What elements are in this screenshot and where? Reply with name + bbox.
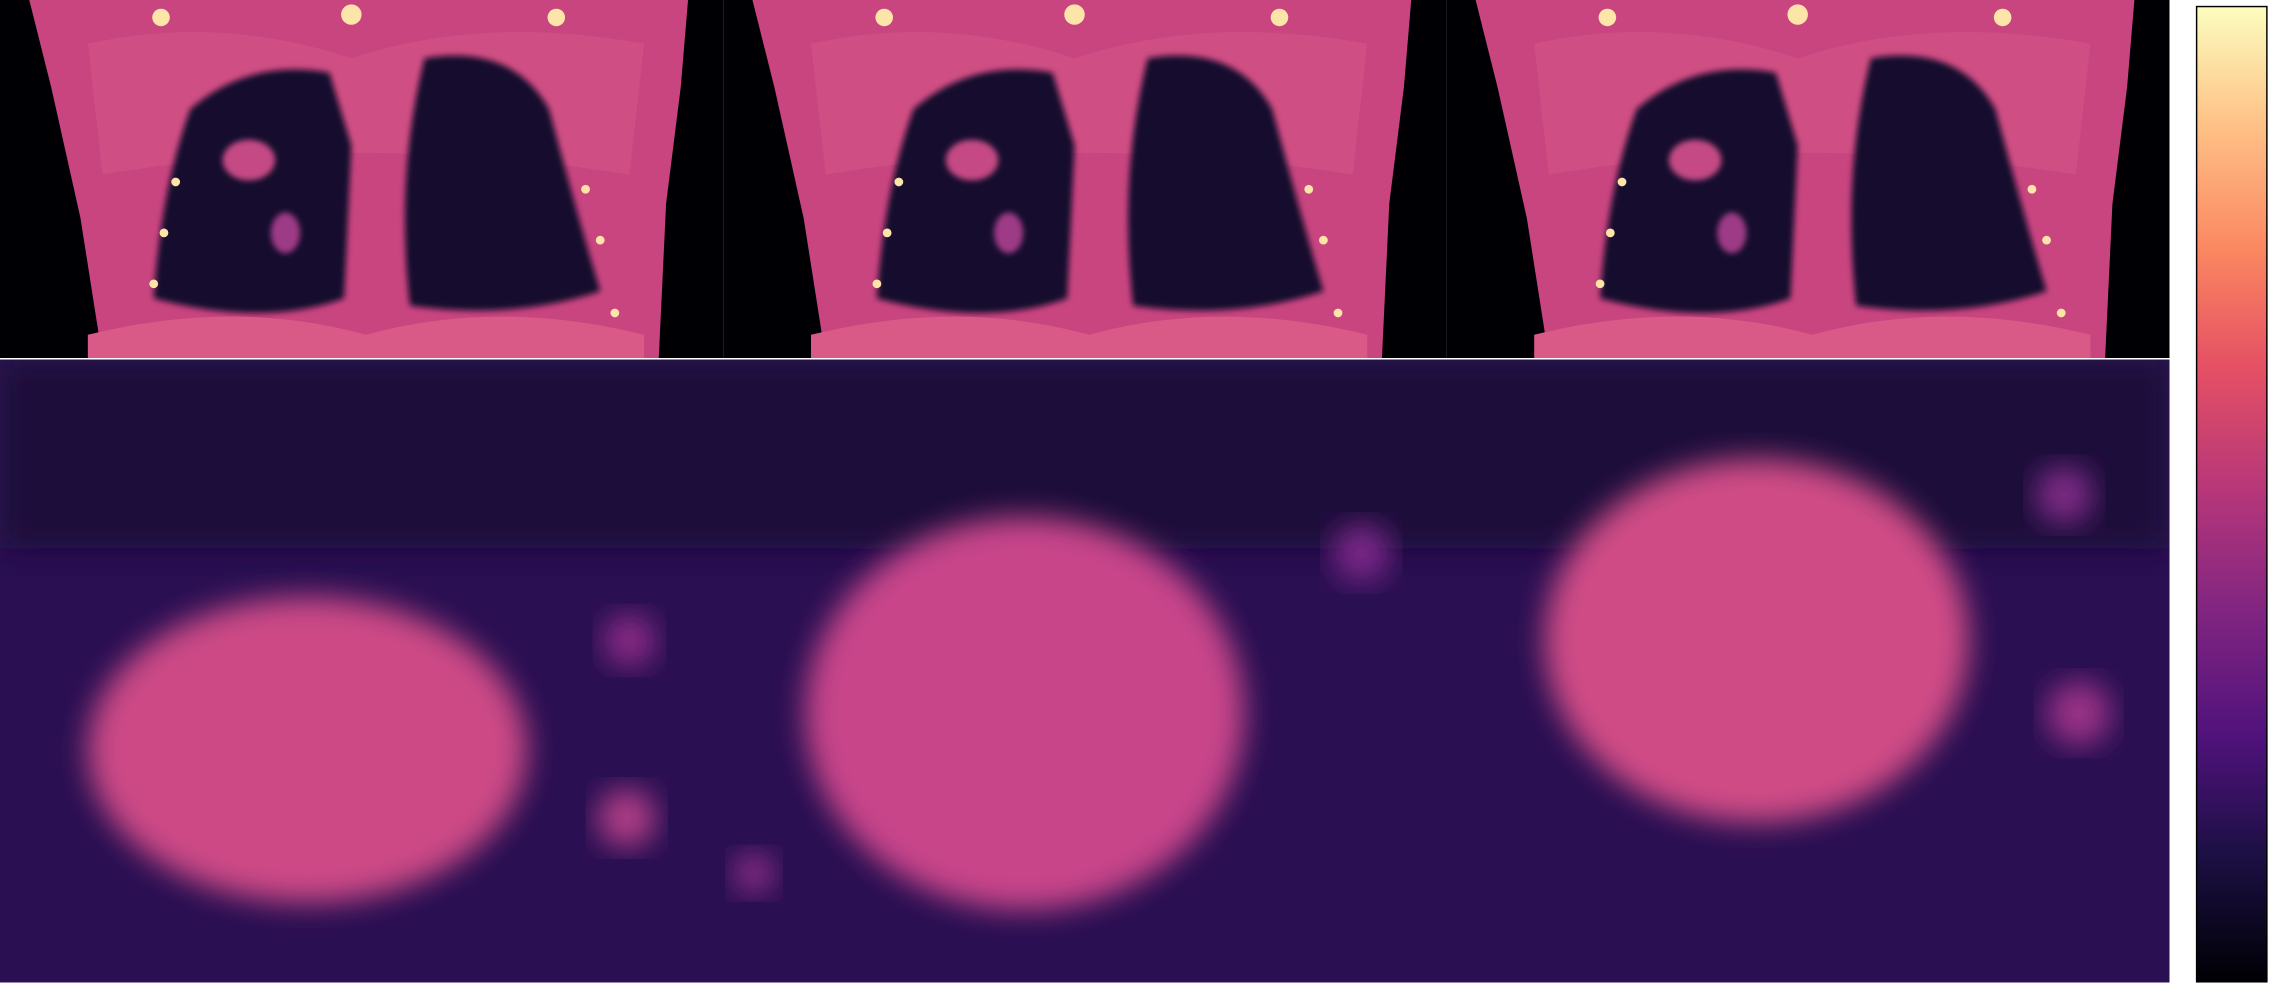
ct-slice xyxy=(1446,0,2169,358)
nodule xyxy=(805,516,1245,910)
ct-slices xyxy=(0,0,2170,358)
ct-slice xyxy=(0,0,723,358)
nodule xyxy=(87,596,528,903)
colorbar xyxy=(2195,5,2268,983)
ct-slice xyxy=(723,0,1446,358)
nodule xyxy=(1544,458,1969,823)
nodule-crops xyxy=(0,359,2170,983)
